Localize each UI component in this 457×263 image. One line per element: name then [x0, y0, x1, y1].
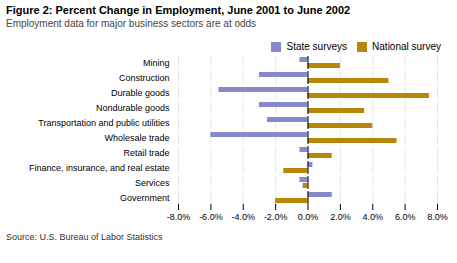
svg-text:6.0%: 6.0%: [395, 212, 416, 222]
svg-text:Retail trade: Retail trade: [123, 148, 169, 158]
svg-text:Government: Government: [120, 193, 170, 203]
html-text:Figure 2: Percent Change in Em: Figure 2: Percent Change in Employment, …: [6, 4, 351, 16]
svg-text:Services: Services: [135, 178, 170, 188]
svg-text:Transportation and public util: Transportation and public utilities: [38, 118, 170, 128]
svg-text:4.0%: 4.0%: [362, 212, 383, 222]
svg-text:-2.0%: -2.0%: [264, 212, 288, 222]
svg-text:8.0%: 8.0%: [427, 212, 448, 222]
html-text:Employment data for major busi: Employment data for major business secto…: [6, 18, 257, 29]
svg-text:-4.0%: -4.0%: [231, 212, 255, 222]
svg-text:-8.0%: -8.0%: [167, 212, 191, 222]
html-text:State surveys: State surveys: [286, 41, 348, 52]
svg-text:2.0%: 2.0%: [330, 212, 351, 222]
svg-text:Wholesale trade: Wholesale trade: [104, 133, 169, 143]
svg-text:0.0%: 0.0%: [298, 212, 319, 222]
html-text:Source: U.S. Bureau of Labor S: Source: U.S. Bureau of Labor Statistics: [6, 232, 163, 242]
html-text:National survey: National survey: [372, 41, 441, 52]
svg-text:Mining: Mining: [143, 58, 170, 68]
svg-text:Nondurable goods: Nondurable goods: [96, 103, 170, 113]
svg-text:Durable goods: Durable goods: [111, 88, 170, 98]
svg-text:Finance, insurance, and real e: Finance, insurance, and real estate: [29, 163, 170, 173]
svg-text:-6.0%: -6.0%: [199, 212, 223, 222]
svg-text:Construction: Construction: [119, 73, 170, 83]
